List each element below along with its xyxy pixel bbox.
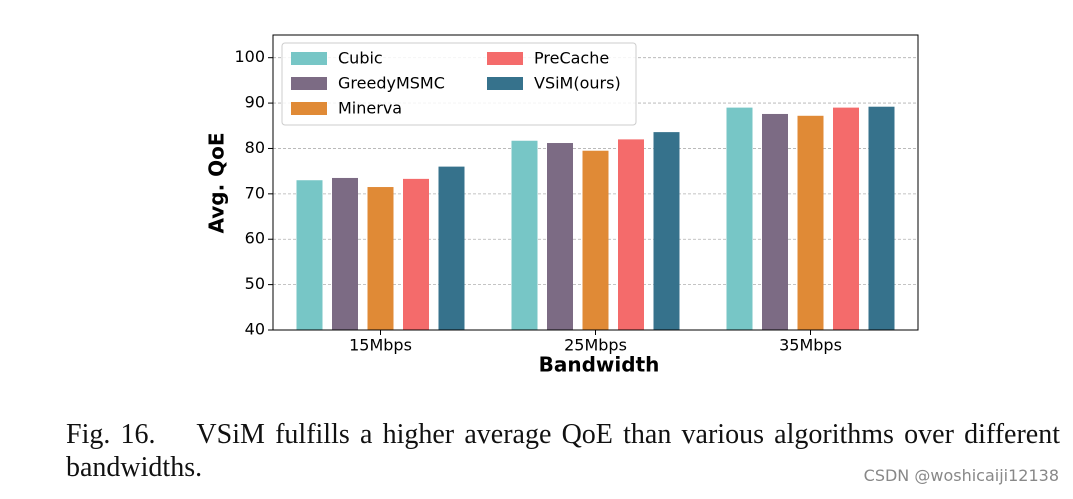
y-tick-label: 40	[245, 320, 265, 339]
bar	[582, 150, 609, 330]
legend-label: Minerva	[338, 99, 402, 118]
caption-label: Fig. 16.	[66, 419, 156, 450]
legend-label: VSiM(ours)	[534, 74, 621, 93]
y-tick-label: 50	[245, 274, 265, 293]
x-tick-label: 35Mbps	[779, 336, 842, 355]
bar	[332, 177, 358, 330]
legend-swatch	[487, 77, 523, 90]
caption-text: VSiM fulfills a higher average QoE than …	[66, 419, 1060, 483]
bar	[511, 140, 538, 330]
bar	[367, 187, 394, 330]
bar	[833, 107, 859, 330]
y-tick-label: 60	[245, 229, 265, 248]
bar	[438, 166, 465, 330]
bar	[797, 115, 824, 331]
legend-swatch	[487, 52, 523, 65]
legend-box	[281, 42, 637, 126]
x-tick-label: 25Mbps	[564, 336, 627, 355]
bar	[296, 180, 323, 330]
chart: Bandwidth Avg. QoE 40 50 60 70 80 90 100 15Mbps…	[205, 34, 919, 377]
caption: Fig. 16. VSiM fulfills a higher average …	[66, 418, 1060, 484]
bar	[726, 107, 753, 330]
bar	[653, 132, 680, 330]
y-tick-label: 80	[245, 138, 265, 157]
bar	[618, 139, 644, 330]
x-tick-label: 15Mbps	[349, 336, 412, 355]
bar	[868, 106, 895, 330]
legend-label: GreedyMSMC	[338, 74, 445, 93]
watermark: CSDN @woshicaiji12138	[863, 466, 1059, 485]
legend-label: PreCache	[534, 49, 609, 68]
y-axis-label: Avg. QoE	[205, 132, 229, 233]
legend-swatch	[291, 52, 327, 65]
plot-frame	[272, 34, 919, 331]
bar	[762, 113, 788, 330]
y-tick-label: 90	[245, 93, 265, 112]
y-tick-label: 70	[245, 183, 265, 202]
legend-swatch	[291, 102, 327, 115]
bar	[403, 178, 429, 330]
legend-swatch	[291, 77, 327, 90]
bar	[547, 143, 573, 330]
legend-label: Cubic	[338, 49, 383, 68]
y-tick-label: 100	[234, 47, 265, 66]
x-axis-label: Bandwidth	[539, 353, 660, 377]
